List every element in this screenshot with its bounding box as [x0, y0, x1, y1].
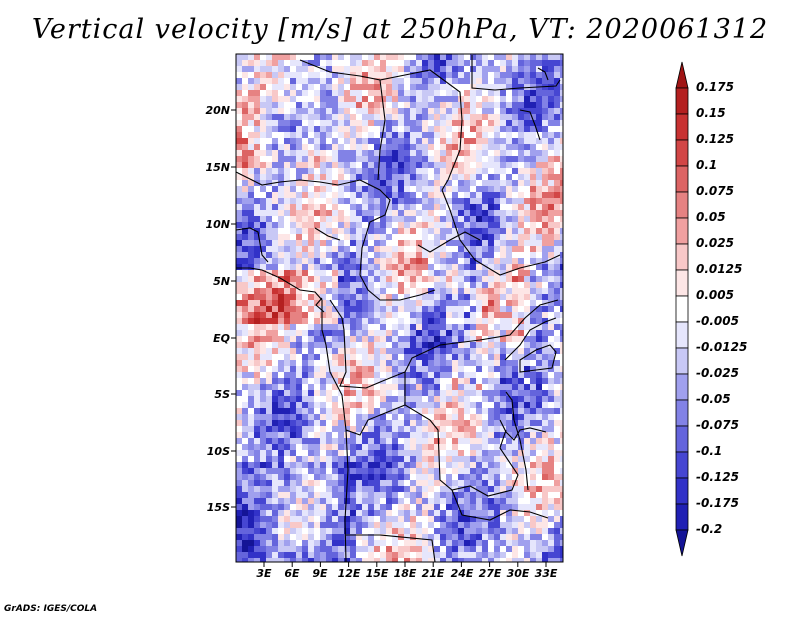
colorbar-bin [675, 87, 689, 115]
colorbar-label: 0.1 [696, 158, 718, 172]
colorbar-bin [675, 321, 689, 349]
chart-title: Vertical velocity [m/s] at 250hPa, VT: 2… [31, 14, 769, 45]
colorbar-bin [675, 61, 689, 89]
lon-label: 30E [506, 567, 530, 580]
colorbar-label: 0.125 [696, 132, 734, 146]
colorbar-label: -0.2 [696, 522, 723, 536]
colorbar-label: -0.075 [696, 418, 739, 432]
lat-label: 10S [206, 445, 230, 458]
lon-label: 6E [284, 567, 300, 580]
colorbar-label: 0.175 [696, 80, 734, 94]
colorbar-label: -0.175 [696, 496, 739, 510]
colorbar-label: -0.0125 [696, 340, 748, 354]
colorbar [675, 61, 689, 557]
colorbar-bin [675, 269, 689, 297]
colorbar-label: 0.15 [696, 106, 726, 120]
colorbar-bin [675, 477, 689, 505]
lat-label: 10N [205, 218, 230, 231]
lon-label: 33E [534, 567, 558, 580]
lon-label: 12E [337, 567, 361, 580]
colorbar-bin [675, 113, 689, 141]
colorbar-label: -0.025 [696, 366, 739, 380]
colorbar-bin [675, 139, 689, 167]
colorbar-bin [675, 529, 689, 557]
lon-label: 3E [256, 567, 272, 580]
lat-label: EQ [213, 332, 230, 345]
lon-label: 24E [450, 567, 474, 580]
colorbar-bin [675, 243, 689, 271]
colorbar-label: 0.0125 [696, 262, 743, 276]
colorbar-bin [675, 191, 689, 219]
lat-label: 15S [206, 501, 230, 514]
lat-label: 20N [205, 104, 230, 117]
colorbar-bin [675, 295, 689, 323]
colorbar-bin [675, 165, 689, 193]
credit-text: GrADS: IGES/COLA [4, 604, 98, 614]
colorbar-bin [675, 347, 689, 375]
colorbar-label: 0.005 [696, 288, 734, 302]
lat-label: 15N [205, 161, 230, 174]
map-frame [235, 53, 564, 563]
velocity-field [236, 54, 563, 562]
colorbar-label: -0.005 [696, 314, 739, 328]
lon-label: 21E [421, 567, 445, 580]
colorbar-bin [675, 217, 689, 245]
colorbar-label: -0.1 [696, 444, 723, 458]
colorbar-bin [675, 503, 689, 531]
lon-label: 18E [393, 567, 417, 580]
colorbar-bin [675, 399, 689, 427]
lon-label: 27E [478, 567, 502, 580]
country-borders [236, 55, 561, 562]
lat-label: 5S [214, 388, 230, 401]
colorbar-bin [675, 425, 689, 453]
colorbar-label: 0.05 [696, 210, 726, 224]
colorbar-bin [675, 373, 689, 401]
colorbar-label: 0.075 [696, 184, 734, 198]
colorbar-bin [675, 451, 689, 479]
lon-label: 15E [365, 567, 389, 580]
colorbar-label: -0.125 [696, 470, 739, 484]
lon-label: 9E [312, 567, 328, 580]
colorbar-label: -0.05 [696, 392, 731, 406]
lat-label: 5N [213, 275, 230, 288]
axis-ticks [231, 109, 547, 567]
colorbar-label: 0.025 [696, 236, 734, 250]
